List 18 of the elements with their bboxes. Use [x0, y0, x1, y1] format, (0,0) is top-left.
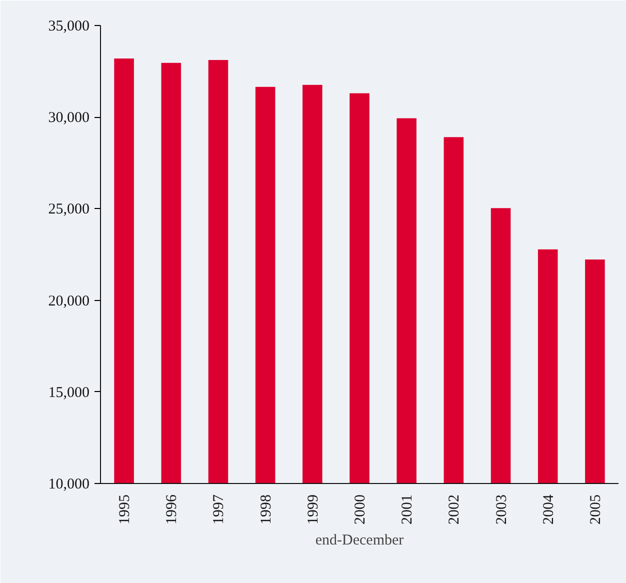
x-tick-label: 2000	[352, 494, 368, 524]
x-tick-label: 1995	[117, 494, 134, 524]
y-tick-label: 25,000	[48, 202, 90, 218]
y-tick-label: 10,000	[48, 476, 90, 492]
x-tick-label: 1996	[164, 494, 180, 524]
x-tick-label: 1999	[305, 494, 322, 524]
x-tick-label: 2004	[540, 494, 557, 524]
y-tick-label: 20,000	[48, 293, 90, 310]
x-tick-label: 1997	[211, 494, 228, 524]
x-tick-label: 1998	[258, 494, 274, 524]
x-tick-label: 2003	[494, 494, 510, 524]
x-tick-label: 2002	[446, 494, 463, 524]
y-tick-label: 30,000	[48, 110, 90, 126]
x-axis-title: end-December	[315, 532, 404, 548]
y-tick-label: 35,000	[48, 18, 90, 34]
x-tick-label: 2001	[400, 494, 416, 524]
y-tick-label: 15,000	[48, 384, 90, 401]
x-tick-label: 2005	[588, 494, 604, 524]
